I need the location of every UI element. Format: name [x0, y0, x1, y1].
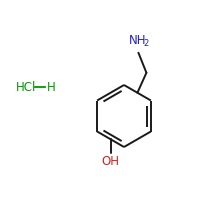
Text: HCl: HCl: [16, 81, 36, 94]
Text: H: H: [47, 81, 56, 94]
Text: 2: 2: [143, 39, 149, 48]
Text: NH: NH: [129, 34, 146, 47]
Text: OH: OH: [102, 155, 120, 168]
